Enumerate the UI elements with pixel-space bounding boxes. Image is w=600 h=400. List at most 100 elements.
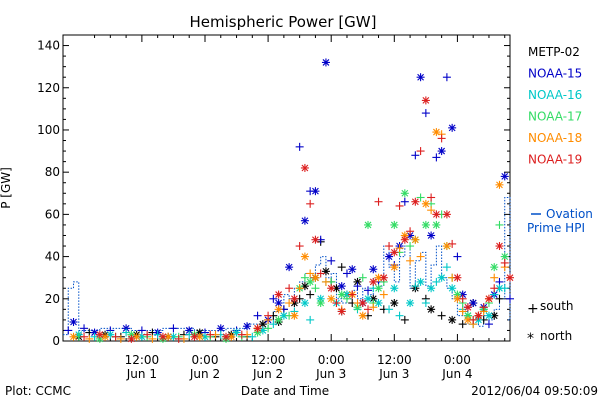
ovation-step-path: [63, 196, 511, 336]
data-point: [416, 193, 425, 202]
point-stroke: [275, 316, 283, 324]
data-point: [395, 311, 404, 320]
point-stroke: [427, 232, 435, 239]
point-stroke: [312, 187, 319, 195]
data-point: [421, 96, 430, 105]
point-stroke: [254, 324, 261, 332]
data-point: [321, 58, 330, 67]
data-point: [358, 299, 367, 308]
data-point: [206, 330, 215, 339]
data-point: [111, 332, 120, 341]
data-point: [411, 197, 420, 206]
point-stroke: [359, 312, 367, 320]
data-point: [469, 315, 478, 324]
data-point: [300, 273, 309, 282]
data-point: [364, 305, 373, 314]
point-stroke: [406, 232, 414, 239]
data-point: [295, 284, 304, 293]
point-stroke: [217, 324, 225, 332]
data-points: [64, 58, 514, 343]
y-tick-label: 0: [52, 334, 60, 348]
point-stroke: [375, 274, 382, 282]
data-point: [469, 299, 478, 308]
data-point: [495, 294, 504, 303]
point-stroke: [364, 221, 372, 229]
point-stroke: [301, 253, 309, 260]
data-point: [406, 256, 415, 265]
data-point: [490, 273, 499, 282]
point-stroke: [475, 312, 482, 320]
data-point: [358, 273, 367, 282]
data-point: [195, 332, 204, 341]
point-stroke: [422, 97, 430, 104]
y-tick-label: 40: [45, 250, 60, 264]
point-stroke: [448, 284, 456, 292]
point-stroke: [438, 147, 446, 155]
point-stroke: [91, 329, 98, 336]
x-tick-time-label: 0:00: [318, 353, 345, 367]
x-tick-time-label: 12:00: [125, 353, 160, 367]
point-stroke: [122, 324, 130, 332]
point-stroke: [290, 312, 298, 320]
point-stroke: [170, 333, 177, 341]
point-stroke: [327, 295, 335, 303]
point-stroke: [427, 284, 435, 292]
point-stroke: [380, 274, 388, 282]
data-point: [327, 294, 336, 303]
data-point: [458, 320, 467, 329]
point-stroke: [70, 333, 77, 341]
data-point: [437, 134, 446, 143]
data-point: [490, 263, 499, 272]
data-point: [348, 265, 357, 274]
data-point: [253, 324, 262, 333]
data-point: [232, 328, 241, 337]
point-stroke: [506, 274, 514, 282]
y-tick-label: 60: [45, 207, 60, 221]
legend-item: NOAA-18: [528, 131, 582, 145]
point-stroke: [301, 217, 309, 225]
data-point: [269, 294, 278, 303]
data-point: [448, 284, 457, 293]
data-point: [500, 284, 509, 293]
point-stroke: [432, 221, 440, 229]
data-point: [337, 290, 346, 299]
data-point: [453, 273, 462, 282]
x-tick-day-label: Jun 2: [252, 367, 283, 381]
data-point: [274, 315, 283, 324]
point-stroke: [191, 333, 198, 341]
point-stroke: [390, 221, 398, 229]
data-point: [327, 256, 336, 265]
data-point: [432, 153, 441, 162]
point-stroke: [285, 263, 293, 271]
data-point: [190, 332, 199, 341]
point-stroke: [459, 291, 467, 298]
legend-item: NOAA-19: [528, 153, 582, 167]
y-tick-label: 120: [37, 81, 60, 95]
footer-timestamp: 2012/06/04 09:50:09: [471, 384, 598, 398]
point-stroke: [343, 291, 351, 298]
point-stroke: [312, 236, 319, 244]
data-point: [390, 299, 399, 308]
data-point: [411, 235, 420, 244]
data-point: [421, 299, 430, 308]
data-point: [495, 220, 504, 229]
point-stroke: [227, 333, 235, 341]
data-point: [158, 332, 167, 341]
data-point: [484, 294, 493, 303]
data-point: [421, 109, 430, 118]
data-point: [395, 244, 404, 253]
point-stroke: [96, 331, 104, 339]
data-point: [290, 311, 299, 320]
data-point: [432, 210, 441, 219]
point-stroke: [496, 181, 503, 189]
data-point: [243, 322, 252, 331]
data-point: [463, 315, 472, 324]
data-point: [269, 320, 278, 329]
point-stroke: [322, 59, 330, 66]
legend-symbol-label: north: [540, 329, 572, 343]
data-point: [379, 290, 388, 299]
legend-item: NOAA-16: [528, 88, 582, 102]
x-tick-day-label: Jun 2: [189, 367, 220, 381]
legend-symbol: *: [527, 331, 534, 347]
data-point: [364, 286, 373, 295]
